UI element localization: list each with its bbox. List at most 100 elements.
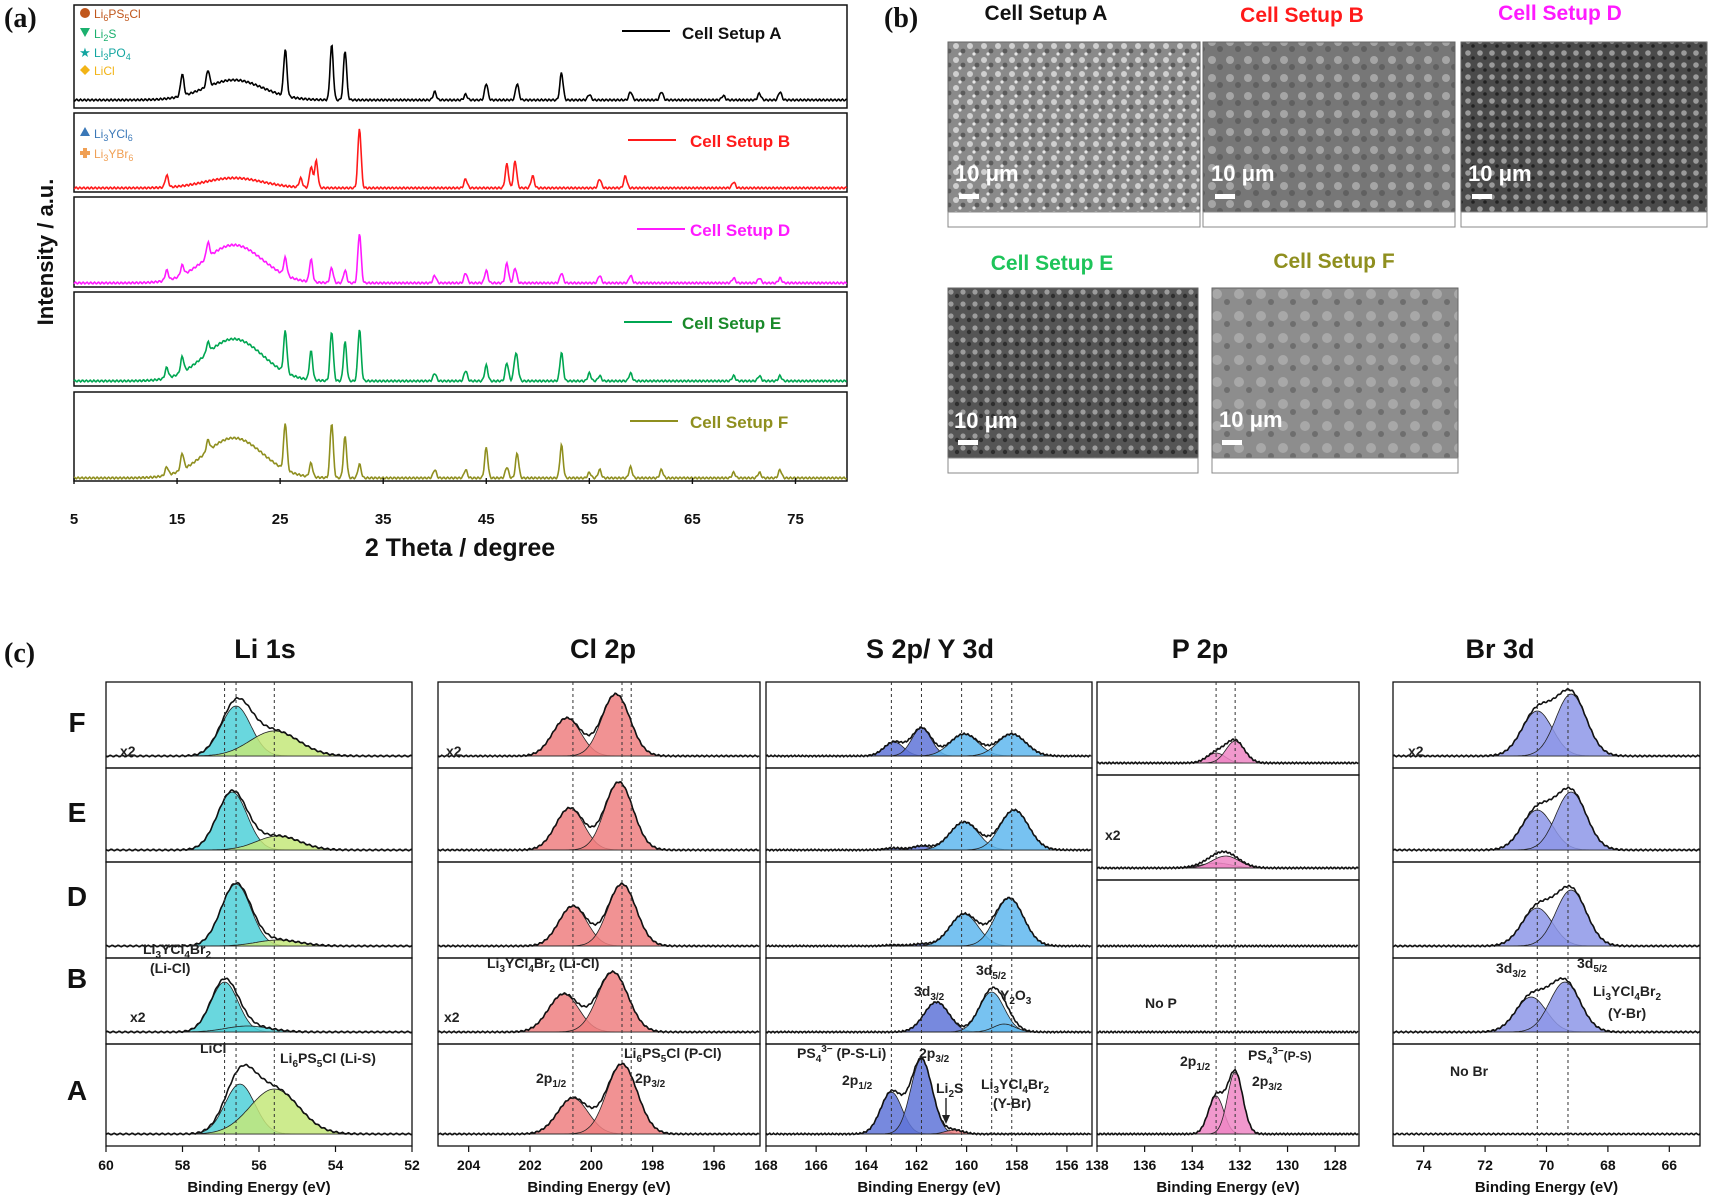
label-p-2p32: 2p3/2 xyxy=(1252,1073,1283,1093)
xps-title-s2p: S 2p/ Y 3d xyxy=(866,634,994,664)
xrd-x-axis-label: 2 Theta / degree xyxy=(365,534,555,562)
series-label-e: Cell Setup E xyxy=(682,314,781,333)
scale-bar-f: 10 μm xyxy=(1219,407,1283,432)
xps-title-br3d: Br 3d xyxy=(1465,634,1534,664)
x2-p-e: x2 xyxy=(1105,827,1121,843)
xps-tick-label-60: 60 xyxy=(98,1157,114,1173)
xps-envelope-a xyxy=(105,1063,413,1136)
label-y2o3: Y2O3 xyxy=(1000,987,1032,1007)
xps-panel-br-3d: 74 72 70 68 66 Binding Energy (eV) xyxy=(1392,681,1701,1196)
row-label-e: E xyxy=(68,797,87,828)
xps-component-d-3 xyxy=(766,897,1092,947)
xrd-subpanel-frame-1 xyxy=(73,112,848,193)
label-li3ycl4br2-br: Li3YCl4Br2 xyxy=(1593,983,1661,1003)
xrd-subpanel-frame-2 xyxy=(73,196,848,288)
xps-tick-label-162: 162 xyxy=(905,1157,929,1173)
xps-x-axis-label: Binding Energy (eV) xyxy=(857,1179,1000,1196)
xps-panel-s-2p-y-3d: 168 166 164 162 160 158 156 Binding Energy (eV) xyxy=(754,681,1093,1196)
panel-label-a: (a) xyxy=(4,3,37,34)
x2-br-f: x2 xyxy=(1408,743,1424,759)
xps-tick-label-56: 56 xyxy=(251,1157,267,1173)
xps-envelope-d xyxy=(765,896,1092,948)
xps-envelope-f xyxy=(437,692,760,758)
xps-tick-label-204: 204 xyxy=(457,1157,481,1173)
series-label-a: Cell Setup A xyxy=(682,24,782,43)
xps-tick-label-202: 202 xyxy=(518,1157,542,1173)
label-li6ps5cl-lis: Li6PS5Cl (Li-S) xyxy=(280,1050,376,1070)
label-li3ycl4br2-cl: Li3YCl4Br2 (Li-Cl) xyxy=(487,955,599,975)
label-licl: LiCl xyxy=(200,1040,226,1056)
legend-li6ps5cl: Li6PS5Cl xyxy=(94,7,141,23)
li3ycl6-marker xyxy=(80,127,90,136)
xps-tick-label-72: 72 xyxy=(1477,1157,1493,1173)
legend-li2s: Li2S xyxy=(94,27,116,43)
xps-envelope-f xyxy=(105,696,413,758)
xrd-tick-label-5: 5 xyxy=(70,511,78,528)
xrd-tick-label-75: 75 xyxy=(787,511,804,528)
xps-envelope-b xyxy=(437,969,760,1034)
li3ybr6-marker xyxy=(80,148,90,158)
sem-image-a: 10 μm xyxy=(947,41,1201,228)
sem-title-b: Cell Setup B xyxy=(1240,4,1364,27)
xps-envelope-a xyxy=(437,1062,759,1136)
xps-envelope-d xyxy=(1392,884,1700,948)
phase-legend-1: Li6PS5Cl Li2S ★ Li3PO4 LiCl xyxy=(79,7,141,78)
br3d-annotations: x2 3d3/2 3d5/2 Li3YCl4Br2 (Y-Br) No Br xyxy=(1408,743,1661,1079)
sem-title-d: Cell Setup D xyxy=(1498,2,1622,25)
label-no-p: No P xyxy=(1145,995,1177,1011)
xps-envelope-f xyxy=(1096,737,1359,765)
label-li6ps5cl-pcl: Li6PS5Cl (P-Cl) xyxy=(624,1045,721,1065)
xps-envelope-e xyxy=(105,789,413,852)
xps-envelope-e xyxy=(765,808,1092,852)
sem-image-d: 10 μm xyxy=(1460,41,1708,228)
xrd-subpanel-frame-3 xyxy=(73,291,848,387)
xps-component-a-1 xyxy=(106,1088,412,1135)
label-li-cl: (Li-Cl) xyxy=(150,960,190,976)
xrd-series-cell-setup-d xyxy=(73,234,848,285)
sem-image-e: 10 μm xyxy=(947,287,1199,474)
sem-title-f: Cell Setup F xyxy=(1273,250,1395,273)
xps-tick-label-52: 52 xyxy=(404,1157,420,1173)
label-p-2p12: 2p1/2 xyxy=(1180,1053,1211,1073)
xps-component-d-2 xyxy=(766,913,1092,947)
xps-component-a-1 xyxy=(438,1063,760,1135)
xps-tick-label-198: 198 xyxy=(641,1157,665,1173)
row-label-d: D xyxy=(67,881,87,912)
xps-title-li1s: Li 1s xyxy=(234,634,296,664)
label-s-2p12: 2p1/2 xyxy=(842,1072,873,1092)
xps-envelope-d xyxy=(1096,944,1359,948)
xrd-tick-label-65: 65 xyxy=(684,511,701,528)
xps-component-b-1 xyxy=(438,971,760,1033)
xps-tick-label-132: 132 xyxy=(1228,1157,1252,1173)
xps-envelope-a xyxy=(1096,1068,1359,1136)
legend-li3ybr6: Li3YBr6 xyxy=(94,147,133,163)
xps-tick-label-134: 134 xyxy=(1181,1157,1205,1173)
label-li3ycl4br2-li: Li3YCl4Br2 xyxy=(143,941,211,961)
xps-envelope-e xyxy=(1096,849,1359,870)
xps-subframe-a xyxy=(1392,1043,1701,1147)
x2-li-b: x2 xyxy=(130,1009,146,1025)
xps-row-labels: F E D B A xyxy=(67,707,87,1106)
sem-title-e: Cell Setup E xyxy=(991,252,1114,275)
series-label-b: Cell Setup B xyxy=(690,132,790,151)
xps-tick-label-68: 68 xyxy=(1600,1157,1616,1173)
scale-bar-e: 10 μm xyxy=(954,408,1018,433)
xps-tick-label-138: 138 xyxy=(1085,1157,1109,1173)
series-label-f: Cell Setup F xyxy=(690,413,788,432)
xps-panel-p-2p: 138 136 134 132 130 128 Binding Energy (eV) xyxy=(1085,681,1360,1196)
label-li2s: Li2S xyxy=(936,1080,963,1100)
s2p-annotations: PS43− (P-S-Li) 2p3/2 2p1/2 Li2S 3d3/2 3d… xyxy=(797,962,1049,1124)
label-no-br: No Br xyxy=(1450,1063,1489,1079)
xrd-panel xyxy=(73,4,848,482)
label-y-br-br: (Y-Br) xyxy=(1608,1005,1646,1021)
label-s-2p32: 2p3/2 xyxy=(919,1045,950,1065)
label-ps4-psli: PS43− (P-S-Li) xyxy=(797,1044,886,1065)
label-br-3d32: 3d3/2 xyxy=(1496,960,1527,980)
xps-tick-label-54: 54 xyxy=(328,1157,344,1173)
xps-tick-label-130: 130 xyxy=(1276,1157,1300,1173)
xps-x-axis-label: Binding Energy (eV) xyxy=(527,1179,670,1196)
xps-tick-label-158: 158 xyxy=(1005,1157,1029,1173)
xps-envelope-d xyxy=(437,882,760,948)
xps-subframe-a xyxy=(765,1043,1093,1147)
panel-label-b: (b) xyxy=(884,3,918,34)
